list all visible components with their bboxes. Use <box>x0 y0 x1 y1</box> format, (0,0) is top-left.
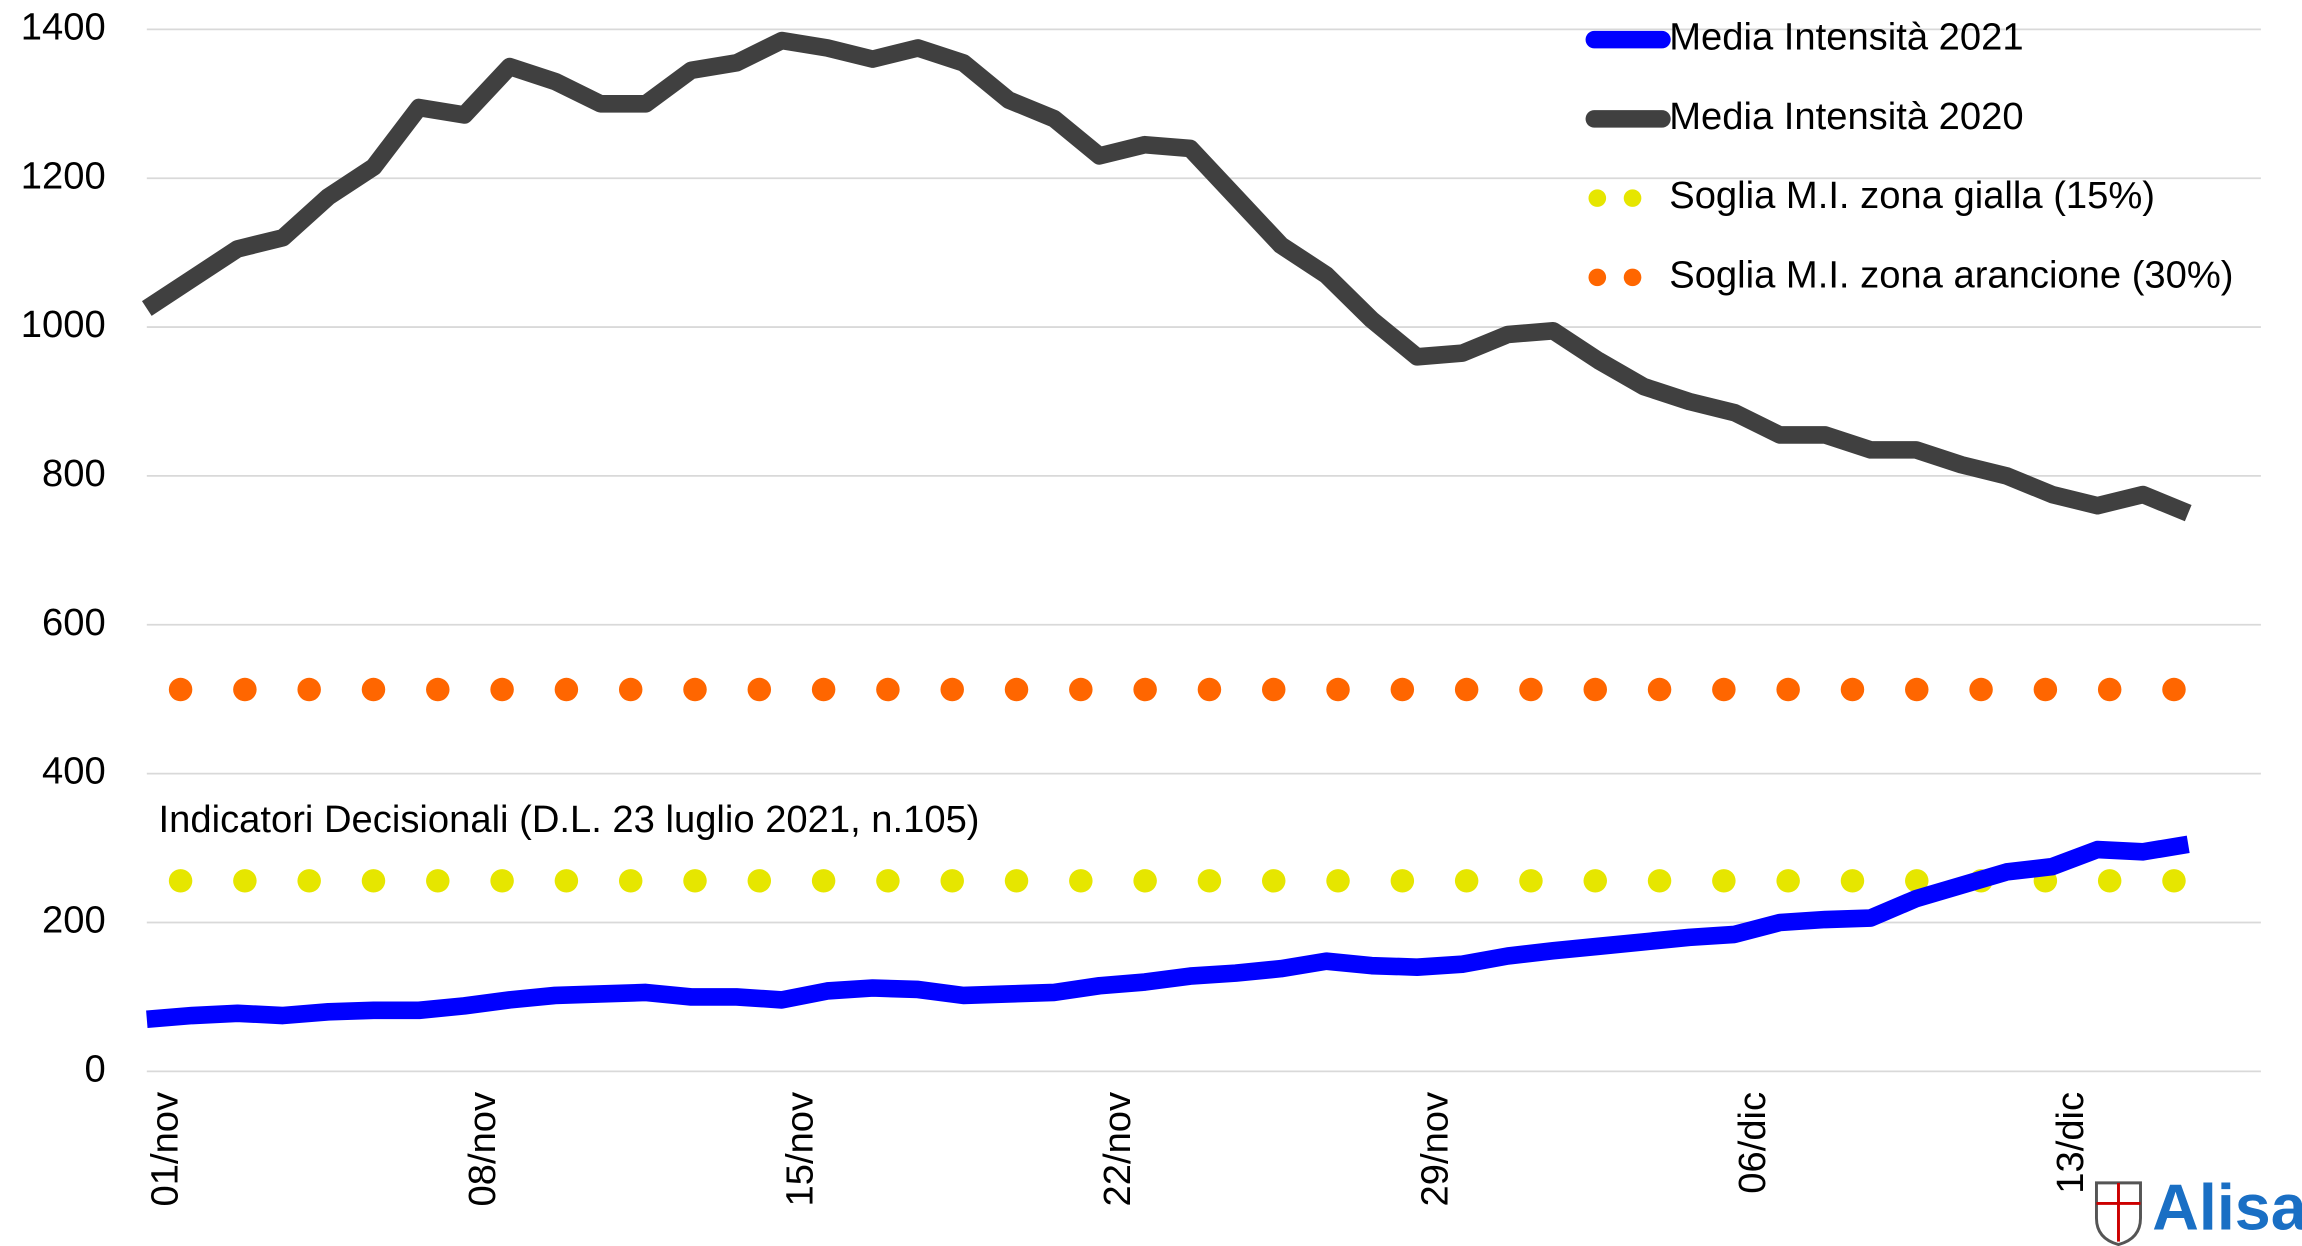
legend-label: Soglia M.I. zona gialla (15%) <box>1669 174 2155 217</box>
x-tick-label: 01/nov <box>143 1092 186 1207</box>
y-tick-label: 600 <box>42 601 106 644</box>
legend-swatch <box>1623 189 1642 207</box>
y-tick-label: 1000 <box>21 303 106 346</box>
x-tick-label: 22/nov <box>1096 1092 1139 1207</box>
legend-label: Soglia M.I. zona arancione (30%) <box>1669 253 2233 296</box>
x-tick-label: 13/dic <box>2049 1092 2092 1194</box>
y-tick-label: 1200 <box>21 154 106 197</box>
logo-icon <box>2094 1181 2142 1246</box>
y-tick-label: 800 <box>42 452 106 495</box>
x-tick-label: 29/nov <box>1414 1092 1457 1207</box>
y-tick-label: 400 <box>42 750 106 793</box>
legend-label: Media Intensità 2020 <box>1669 95 2023 138</box>
legend-swatch <box>1588 189 1607 207</box>
logo: Alisa <box>2152 1171 2302 1243</box>
annotation: Indicatori Decisionali (D.L. 23 luglio 2… <box>159 798 980 841</box>
series-line <box>146 835 2190 1029</box>
x-tick-label: 08/nov <box>461 1092 504 1207</box>
series-line <box>141 31 2192 522</box>
x-tick-label: 06/dic <box>1731 1092 1774 1194</box>
y-tick-label: 1400 <box>21 5 106 48</box>
legend-swatch <box>1588 268 1607 287</box>
y-tick-label: 0 <box>84 1047 105 1090</box>
legend-label: Media Intensità 2021 <box>1669 16 2023 59</box>
x-tick-label: 15/nov <box>779 1092 822 1207</box>
y-tick-label: 200 <box>42 899 106 942</box>
legend-swatch <box>1623 268 1642 287</box>
